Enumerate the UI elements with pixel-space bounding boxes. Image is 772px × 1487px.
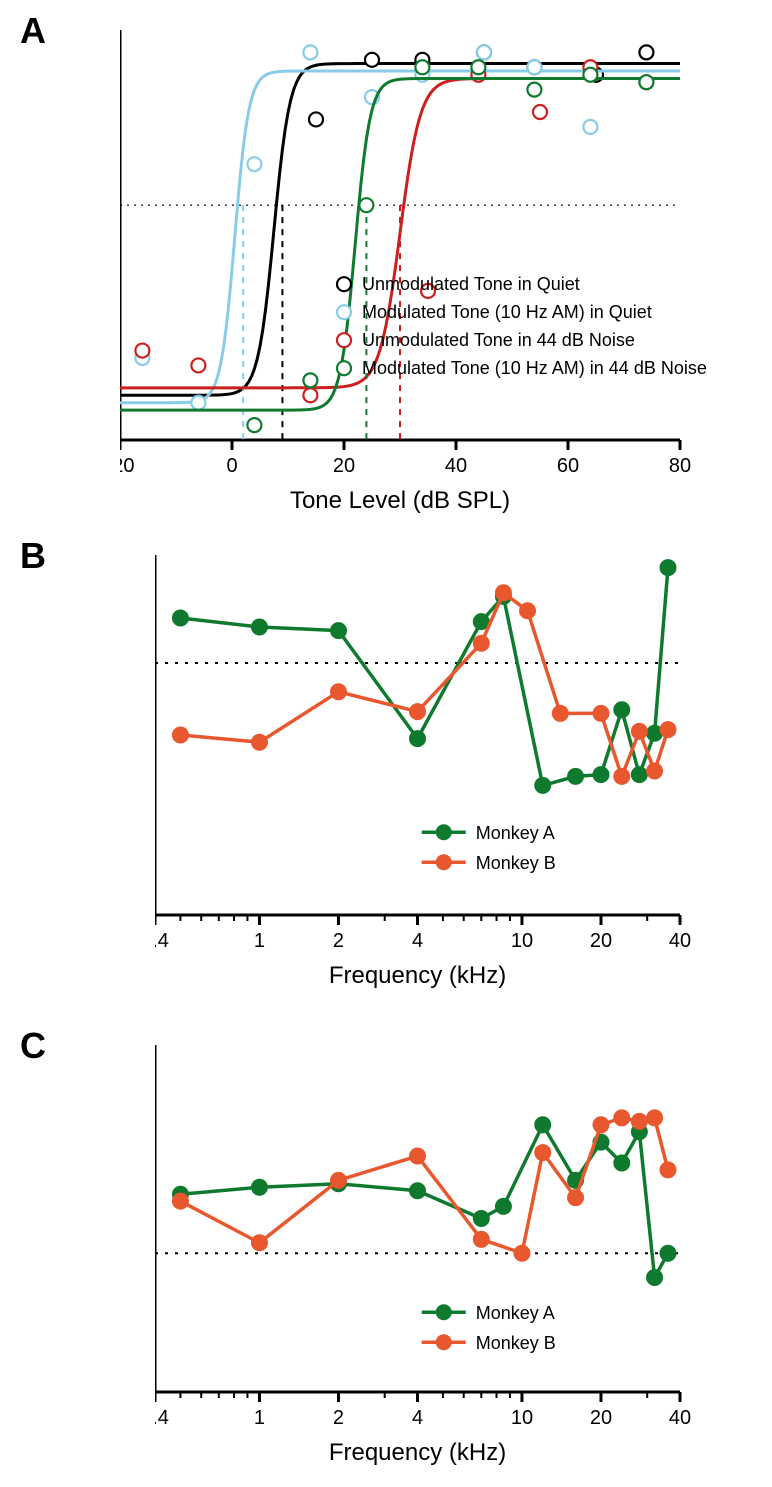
svg-text:Modulated Tone (10 Hz AM) in Q: Modulated Tone (10 Hz AM) in Quiet xyxy=(362,302,652,322)
svg-text:20: 20 xyxy=(333,455,355,477)
svg-text:80: 80 xyxy=(669,455,691,477)
svg-text:Monkey A: Monkey A xyxy=(476,823,555,843)
svg-text:1: 1 xyxy=(254,930,265,952)
svg-text:40: 40 xyxy=(669,930,691,952)
svg-text:Frequency (kHz): Frequency (kHz) xyxy=(329,962,506,989)
svg-text:Modulated Tone (10 Hz AM) in 4: Modulated Tone (10 Hz AM) in 44 dB Noise xyxy=(362,358,707,378)
svg-text:10: 10 xyxy=(511,930,533,952)
panel-a-chart: -200204060800.50.751Tone Level (dB SPL)P… xyxy=(120,30,772,535)
svg-text:40: 40 xyxy=(669,1407,691,1429)
svg-text:Monkey A: Monkey A xyxy=(476,1303,555,1323)
svg-text:1: 1 xyxy=(254,1407,265,1429)
panel-c-chart: 0.4124102040-10-50Frequency (kHz)Thresho… xyxy=(155,1045,772,1487)
svg-text:60: 60 xyxy=(557,455,579,477)
svg-text:10: 10 xyxy=(511,1407,533,1429)
svg-text:-20: -20 xyxy=(120,455,134,477)
svg-text:0.4: 0.4 xyxy=(155,930,169,952)
svg-text:40: 40 xyxy=(445,455,467,477)
svg-text:4: 4 xyxy=(412,1407,423,1429)
panel-a-label: A xyxy=(20,10,46,52)
figure-root: A B C -200204060800.50.751Tone Level (dB… xyxy=(0,0,772,1460)
svg-text:Frequency (kHz): Frequency (kHz) xyxy=(329,1439,506,1466)
svg-text:Monkey B: Monkey B xyxy=(476,1333,556,1353)
svg-text:0: 0 xyxy=(226,455,237,477)
svg-text:2: 2 xyxy=(333,1407,344,1429)
svg-text:0.4: 0.4 xyxy=(155,1407,169,1429)
svg-text:2: 2 xyxy=(333,930,344,952)
svg-text:20: 20 xyxy=(590,930,612,952)
panel-c-label: C xyxy=(20,1025,46,1067)
svg-text:20: 20 xyxy=(590,1407,612,1429)
svg-text:Tone Level (dB SPL): Tone Level (dB SPL) xyxy=(290,487,510,514)
svg-text:Unmodulated Tone in 44 dB Nois: Unmodulated Tone in 44 dB Noise xyxy=(362,330,635,350)
svg-text:4: 4 xyxy=(412,930,423,952)
panel-b-label: B xyxy=(20,535,46,577)
panel-b-chart: 0.4124102040-20-100Frequency (kHz)Thresh… xyxy=(155,555,772,1010)
svg-text:Unmodulated Tone in Quiet: Unmodulated Tone in Quiet xyxy=(362,274,580,294)
svg-text:Monkey B: Monkey B xyxy=(476,853,556,873)
